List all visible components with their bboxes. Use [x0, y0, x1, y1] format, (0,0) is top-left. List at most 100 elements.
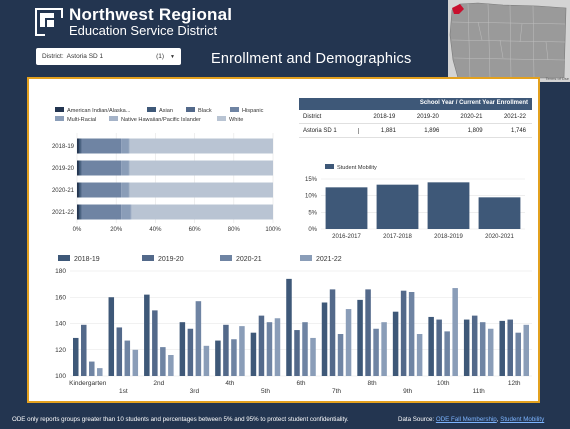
- district-filter-value: Astoria SD 1: [66, 53, 104, 60]
- bar: [223, 324, 229, 376]
- bar: [294, 330, 300, 376]
- table-cell: 1,746: [510, 127, 526, 134]
- enrollment-table: School Year / Current Year Enrollment Di…: [299, 98, 532, 138]
- bar: [478, 197, 521, 229]
- bar: [144, 294, 150, 376]
- x-tick-label: 2018-2019: [434, 234, 463, 240]
- x-tick-label: 4th: [225, 380, 234, 387]
- table-row[interactable]: Astoria SD 1 1,881 1,896 1,809 1,746: [299, 124, 532, 138]
- legend-swatch: [217, 116, 226, 121]
- bar: [160, 347, 166, 376]
- x-tick-label: Kindergarten: [69, 380, 107, 387]
- bar: [89, 361, 95, 376]
- bar: [345, 309, 352, 376]
- y-tick-label: 120: [55, 347, 66, 354]
- legend-swatch: [325, 164, 334, 169]
- x-tick-label: 2016-2017: [332, 234, 361, 240]
- x-tick-label: 100%: [265, 227, 281, 233]
- bar: [427, 182, 470, 229]
- student-mobility-bar-chart: Student Mobility 0% 5% 10% 15% 2016-2017 2017-…: [305, 164, 525, 240]
- stacked-bar-segment: [80, 204, 82, 220]
- stacked-bar-segment: [121, 182, 129, 198]
- legend-label: 2019-20: [158, 256, 184, 263]
- x-tick-label: 11th: [473, 388, 486, 395]
- legend-swatch: [147, 107, 156, 112]
- ode-fall-membership-link[interactable]: ODE Fall Membership: [435, 416, 497, 423]
- demographics-stacked-bar-chart: American Indian/Alaska... Asian Black Hispa…: [52, 107, 281, 233]
- legend-swatch: [220, 255, 232, 261]
- legend-label: Hispanic: [242, 108, 264, 114]
- brand-name-line2: Education Service District: [69, 23, 218, 38]
- stacked-bar-segment: [77, 160, 79, 176]
- column-header: 2020-21: [460, 113, 483, 120]
- district-filter-count: (1): [156, 53, 165, 60]
- bar: [381, 322, 387, 376]
- y-tick-label: 15%: [305, 177, 318, 183]
- legend-label: 2020-21: [236, 256, 262, 263]
- stacked-bar-segment: [77, 182, 79, 198]
- x-tick-label: 0%: [73, 227, 82, 233]
- x-tick-label: 9th: [403, 388, 412, 395]
- legend-swatch: [230, 107, 239, 112]
- stacked-bar-segment: [121, 138, 129, 154]
- column-header: District: [303, 113, 322, 120]
- district-filter-label: District:: [42, 53, 64, 60]
- bar: [179, 322, 186, 376]
- district-filter-dropdown[interactable]: District: Astoria SD 1 (1) ▼: [36, 48, 181, 65]
- x-tick-label: 2nd: [153, 380, 164, 387]
- table-cell: 1,881: [380, 127, 396, 134]
- x-tick-label: 3rd: [190, 388, 200, 395]
- x-tick-label: 2020-2021: [485, 234, 514, 240]
- bar: [479, 322, 486, 376]
- bar: [325, 187, 368, 229]
- x-tick-label: 7th: [332, 388, 341, 395]
- legend-swatch: [55, 107, 64, 112]
- legend-label: American Indian/Alaska...: [67, 108, 131, 114]
- y-tick-label: 2021-22: [52, 210, 75, 216]
- bar: [73, 337, 79, 376]
- legend-swatch: [109, 116, 118, 121]
- legend-label: Student Mobility: [337, 165, 377, 171]
- table-cell-district: Astoria SD 1: [299, 127, 359, 134]
- legend-swatch: [58, 255, 70, 261]
- legend-swatch: [55, 116, 64, 121]
- legend-swatch: [142, 255, 154, 261]
- table-cell: 1,809: [467, 127, 483, 134]
- y-tick-label: 140: [55, 321, 66, 328]
- stacked-bar-segment: [129, 160, 273, 176]
- bar: [428, 316, 434, 376]
- stacked-bar-segment: [81, 204, 122, 220]
- x-tick-label: 10th: [437, 380, 450, 387]
- bar: [408, 292, 415, 376]
- legend-swatch: [300, 255, 312, 261]
- legend-label: 2021-22: [316, 256, 342, 263]
- x-tick-label: 1st: [119, 388, 128, 395]
- bar: [231, 339, 237, 376]
- stacked-bar-segment: [80, 138, 82, 154]
- x-tick-label: 12th: [508, 380, 521, 387]
- column-header: 2018-19: [373, 113, 396, 120]
- stacked-bar-segment: [78, 204, 81, 220]
- stacked-bar-segment: [121, 204, 131, 220]
- bar: [321, 302, 328, 376]
- bar: [168, 355, 174, 376]
- stacked-bar-segment: [128, 138, 130, 154]
- x-tick-label: 6th: [296, 380, 305, 387]
- student-mobility-link[interactable]: Student Mobility: [500, 416, 545, 423]
- brand-logo: Northwest Regional Education Service Dis…: [35, 6, 232, 37]
- enrollment-by-grade-bar-chart: 2018-19 2019-20 2020-21 2021-22 100 120 140 160…: [55, 255, 532, 395]
- bar: [376, 184, 419, 229]
- stacked-bar-segment: [129, 138, 273, 154]
- bar: [507, 319, 513, 376]
- bar: [357, 299, 363, 376]
- bar: [274, 318, 281, 376]
- x-tick-label: 40%: [149, 227, 162, 233]
- legend-swatch: [186, 107, 195, 112]
- bar: [400, 290, 407, 376]
- x-tick-label: 60%: [189, 227, 202, 233]
- bar: [416, 334, 423, 376]
- table-header-row: District 2018-19 2019-20 2020-21 2021-22: [299, 110, 532, 124]
- bar: [258, 315, 265, 376]
- oregon-map[interactable]: Terms of Use: [448, 0, 570, 82]
- map-terms-link[interactable]: Terms of Use: [545, 76, 569, 81]
